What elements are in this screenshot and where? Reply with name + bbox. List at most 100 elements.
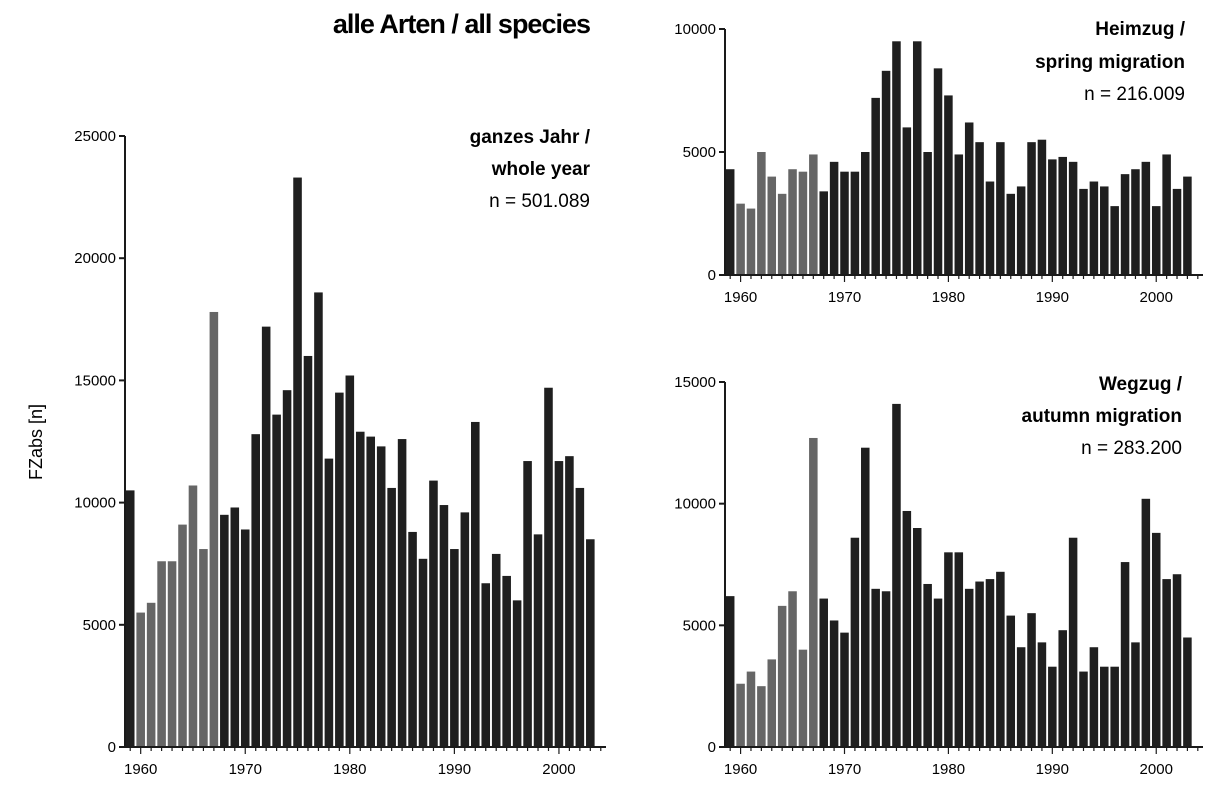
y-tick-label: 0 [708,739,716,756]
bar-1962 [157,561,166,747]
x-tick-label: 1980 [333,761,366,778]
panel-n-label: n = 283.200 [1081,438,1182,459]
chart-panel-spring: Heimzug / spring migration n = 216.009 0… [674,19,1203,306]
chart-panel-autumn: Wegzug / autumn migration n = 283.200 0 5… [674,374,1203,778]
bar-1997 [1120,174,1130,275]
bar-1998 [1131,169,1140,275]
bar-1998 [533,534,543,747]
x-tick-label: 1980 [932,289,965,306]
bar-1974 [881,70,891,275]
bar-1974 [881,591,891,747]
bar-1973 [871,588,880,747]
bar-1971 [850,171,860,275]
bar-2003 [1183,176,1192,275]
bar-1979 [335,392,344,747]
bar-1983 [975,142,984,275]
y-tick-label: 15000 [674,374,716,391]
bar-1967 [209,311,219,747]
figure-title: alle Arten / all species [333,9,590,39]
bar-2001 [565,456,574,747]
bar-1997 [523,461,532,747]
bar-1959 [725,169,735,275]
x-tick-label: 2000 [1140,289,1173,306]
bar-1969 [829,161,839,275]
bar-1990 [1048,159,1057,275]
bar-1977 [912,528,922,747]
y-tick-label: 20000 [74,250,116,267]
bar-1978 [923,583,932,747]
x-tick-label: 1990 [1036,289,1069,306]
bar-1989 [439,505,449,747]
bar-1964 [178,524,187,747]
y-tick-label: 5000 [683,617,716,634]
bar-1991 [1058,156,1067,275]
bar-1960 [136,612,145,747]
x-tick-label: 1970 [229,761,262,778]
bar-1980 [345,375,355,747]
panel-title-line-1: Wegzug / [1099,374,1183,395]
bar-1973 [272,414,281,747]
bar-1959 [725,596,735,747]
bar-1991 [460,512,470,747]
panel-n-label: n = 501.089 [489,191,590,212]
bar-1985 [996,142,1005,275]
y-tick-label: 10000 [674,496,716,513]
bar-1969 [230,507,240,747]
bar-1967 [809,437,818,747]
y-tick-label: 10000 [674,21,716,38]
y-tick-label: 5000 [683,144,716,161]
bar-1984 [985,579,995,747]
bar-1998 [1131,642,1140,747]
panel-title-line-1: Heimzug / [1095,19,1185,40]
bar-1977 [912,41,922,275]
bar-1974 [282,390,292,747]
bar-1982 [964,122,974,275]
bar-1963 [767,659,777,747]
bar-1987 [1016,647,1026,747]
x-tick-label: 1970 [828,289,861,306]
bar-1972 [861,447,870,747]
bar-1994 [491,553,501,747]
x-tick-label: 1960 [724,289,757,306]
x-tick-label: 1960 [724,761,757,778]
bar-1999 [544,387,553,747]
bar-1990 [1048,666,1057,747]
bar-1976 [902,510,912,747]
bar-1963 [167,561,177,747]
bar-1970 [840,632,849,747]
x-tick-label: 2000 [1140,761,1173,778]
bar-2000 [1151,532,1161,747]
bar-1960 [736,203,745,275]
bar-1966 [798,649,808,747]
bar-1992 [471,421,480,747]
bar-1985 [397,439,407,747]
bar-1966 [798,171,808,275]
bar-1987 [418,558,428,747]
x-tick-label: 1970 [828,761,861,778]
bar-1973 [871,97,880,275]
bar-1961 [746,671,756,747]
bar-1988 [429,480,438,747]
bar-1968 [220,514,229,747]
bar-1988 [1027,613,1036,747]
bar-1994 [1089,647,1099,747]
bar-1987 [1016,186,1026,275]
bar-1972 [261,326,271,747]
bar-1968 [819,598,828,747]
bar-1993 [481,583,491,747]
bar-1997 [1120,562,1130,747]
bar-1977 [314,292,323,747]
bar-1988 [1027,142,1036,275]
bar-1971 [251,434,260,747]
bar-1992 [1068,161,1078,275]
bar-1995 [1100,186,1109,275]
panel-title-line-2: whole year [491,159,591,180]
bar-1980 [944,95,953,275]
bar-1976 [902,127,912,276]
bar-1982 [964,588,974,747]
bar-1975 [293,177,302,748]
bar-1986 [1006,615,1016,747]
bar-1989 [1037,642,1047,747]
bar-1993 [1079,671,1088,747]
bar-2002 [1172,188,1182,275]
